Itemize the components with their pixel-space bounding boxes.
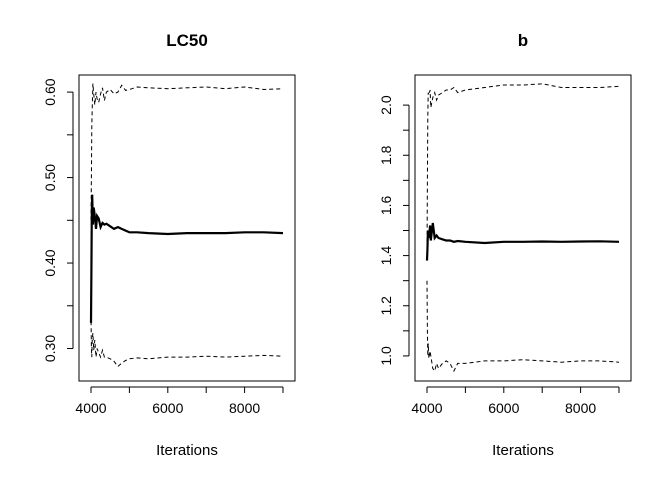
b-panel: b Iterations 4000 6000 8000 1.0 1.2 1.4 1.6 1.8 2.… (378, 31, 632, 459)
panel-title: b (518, 31, 528, 50)
y-tick-label: 0.60 (42, 78, 58, 105)
panel-title: LC50 (166, 31, 208, 50)
lc50-panel: LC50 Iterations 4000 6000 8000 0.30 0.40 0.50 0.… (42, 31, 296, 459)
x-tick-label: 8000 (229, 400, 260, 416)
plot-frame (414, 74, 632, 382)
quantile-line (426, 280, 620, 373)
median-line (425, 222, 620, 261)
y-tick-label: 0.30 (42, 335, 58, 362)
quantile-line (426, 83, 620, 256)
x-axis-label: Iterations (156, 442, 218, 459)
y-tick-label: 1.8 (378, 145, 394, 165)
y-tick-label: 1.2 (378, 296, 394, 316)
x-tick-label: 4000 (75, 400, 106, 416)
x-tick-label: 4000 (411, 400, 442, 416)
median-line (89, 194, 284, 323)
y-tick-label: 0.50 (42, 164, 58, 191)
y-tick-label: 1.6 (378, 195, 394, 215)
y-tick-label: 1.0 (378, 346, 394, 366)
y-tick-label: 1.4 (378, 246, 394, 266)
quantile-line (90, 314, 284, 368)
y-tick-label: 2.0 (378, 95, 394, 115)
x-axis-label: Iterations (492, 442, 554, 459)
plot-frame (78, 74, 296, 382)
y-tick-label: 0.40 (42, 249, 58, 276)
x-tick-label: 6000 (488, 400, 519, 416)
x-tick-label: 8000 (565, 400, 596, 416)
x-tick-label: 6000 (152, 400, 183, 416)
quantile-line (90, 83, 284, 221)
